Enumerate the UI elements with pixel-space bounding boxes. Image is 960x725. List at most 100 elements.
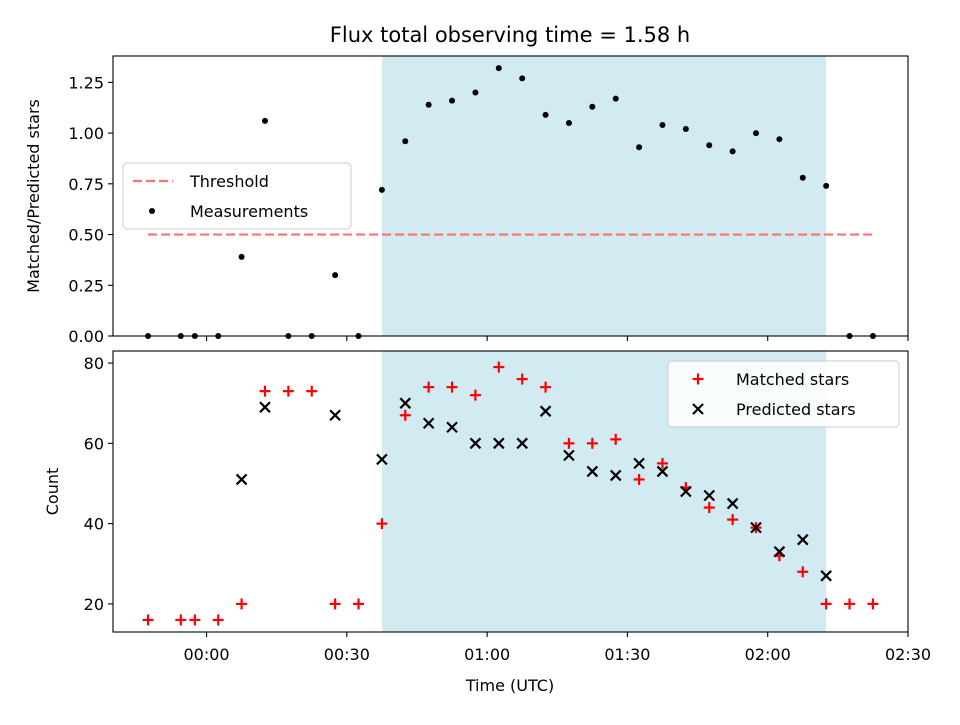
legend-measurement-swatch: [149, 208, 155, 214]
matched-star-point: [329, 598, 341, 610]
measurement-point: [425, 101, 432, 108]
measurement-point: [238, 253, 245, 260]
matched-star-point: [633, 473, 645, 485]
top-y-tick-label: 1.25: [68, 73, 104, 92]
legend-predicted-swatch: [692, 403, 704, 415]
matched-star-point: [212, 614, 224, 626]
matched-star-point: [259, 385, 271, 397]
matched-star-point: [563, 437, 575, 449]
predicted-star-point: [539, 405, 552, 417]
top-series-measurements: [145, 65, 876, 339]
bottom-legend: Matched stars Predicted stars: [667, 360, 900, 428]
top-y-tick-label: 1.00: [68, 124, 104, 143]
matched-star-point: [656, 457, 668, 469]
x-tick-label: 00:00: [183, 645, 229, 664]
predicted-star-point: [609, 469, 622, 482]
predicted-star-point: [680, 485, 692, 498]
top-y-axis-label: Matched/Predicted stars: [24, 99, 43, 293]
measurement-point: [332, 272, 339, 279]
measurement-point: [449, 97, 456, 104]
matched-star-point: [540, 381, 552, 393]
matched-star-point: [282, 385, 294, 397]
matched-star-point: [446, 381, 458, 393]
top-legend: Threshold Measurements: [122, 162, 352, 230]
measurement-point: [402, 138, 409, 145]
x-tick-label: 02:30: [885, 645, 931, 664]
measurement-point: [565, 119, 572, 126]
legend-label: Matched stars: [736, 370, 849, 389]
legend-box: [122, 162, 352, 230]
legend-label: Predicted stars: [736, 400, 856, 419]
predicted-star-point: [446, 421, 458, 434]
x-tick-label: 02:00: [745, 645, 791, 664]
measurement-point: [659, 121, 666, 128]
measurement-point: [636, 144, 643, 151]
legend-label: Threshold: [189, 172, 269, 191]
matched-star-point: [516, 373, 528, 385]
x-tick-label: 01:30: [604, 645, 650, 664]
matched-star-point: [727, 514, 739, 526]
measurement-point: [729, 148, 736, 155]
matched-star-point: [306, 385, 318, 397]
bottom-series-predicted-stars: [235, 397, 832, 582]
matched-star-point: [399, 409, 411, 421]
top-panel: 0.00 0.25 0.50 0.75 1.00 1.25 Matched/Predicte…: [24, 55, 909, 346]
legend-label: Measurements: [190, 202, 308, 221]
predicted-star-point: [703, 489, 716, 502]
measurement-point: [542, 111, 549, 118]
matched-star-point: [142, 614, 154, 626]
measurement-point: [519, 75, 526, 82]
top-y-tick-label: 0.00: [68, 327, 104, 346]
top-y-tick-label: 0.75: [68, 175, 104, 194]
legend-box: [667, 360, 900, 428]
measurement-point: [612, 95, 619, 102]
top-y-tick-label: 0.25: [68, 276, 104, 295]
measurement-point: [261, 117, 268, 124]
matched-star-point: [844, 598, 856, 610]
matched-star-point: [867, 598, 879, 610]
matched-star-point: [236, 598, 248, 610]
bottom-panel: 20 40 60 80 00:00 00:30 01:00 01:30 02:00 02:30 Co…: [43, 350, 931, 664]
measurement-point: [823, 182, 830, 189]
predicted-star-point: [820, 570, 832, 582]
measurement-point: [706, 142, 713, 149]
bottom-series-matched-stars: [142, 361, 879, 626]
predicted-star-point: [259, 401, 271, 413]
predicted-star-point: [516, 437, 528, 450]
matched-star-point: [797, 566, 809, 578]
predicted-star-point: [656, 465, 669, 478]
measurement-point: [753, 130, 760, 137]
matched-star-point: [353, 598, 365, 610]
matched-star-point: [820, 598, 832, 610]
measurement-point: [589, 103, 596, 110]
predicted-star-point: [422, 417, 435, 430]
bottom-y-axis-label: Count: [43, 468, 62, 516]
predicted-star-point: [797, 533, 809, 546]
measurement-point: [472, 89, 479, 96]
predicted-star-point: [586, 465, 599, 478]
matched-star-point: [493, 361, 505, 373]
predicted-star-point: [773, 545, 786, 558]
predicted-star-point: [469, 437, 482, 450]
bottom-axes-frame: [112, 350, 909, 633]
predicted-star-point: [563, 449, 575, 462]
matched-star-point: [586, 437, 598, 449]
matched-star-point: [423, 381, 435, 393]
x-tick-label: 00:30: [324, 645, 370, 664]
x-tick-label: 01:00: [464, 645, 510, 664]
chart-title: Flux total observing time = 1.58 h: [330, 23, 690, 47]
predicted-star-point: [399, 397, 412, 409]
predicted-star-point: [726, 497, 739, 510]
predicted-star-point: [633, 457, 645, 470]
bottom-y-tick-label: 20: [84, 595, 104, 614]
measurement-point: [776, 136, 783, 143]
top-y-tick-label: 0.50: [68, 226, 104, 245]
top-highlight-span: [381, 56, 827, 336]
top-axes-frame: [112, 55, 909, 337]
matched-star-point: [703, 502, 715, 514]
matched-star-point: [610, 433, 622, 445]
measurement-point: [378, 186, 385, 193]
x-axis-label: Time (UTC): [465, 676, 554, 695]
matched-star-point: [189, 614, 201, 626]
